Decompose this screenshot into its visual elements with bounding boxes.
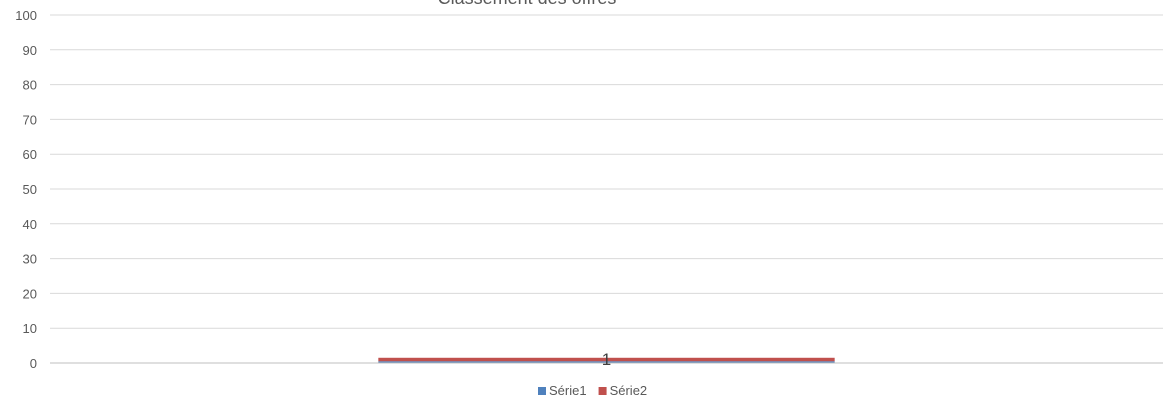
gridlines bbox=[50, 14, 1163, 329]
y-tick-label: 70 bbox=[23, 112, 37, 127]
x-axis: 1 bbox=[50, 350, 1163, 369]
y-tick-label: 20 bbox=[23, 286, 37, 301]
y-tick-label: 90 bbox=[23, 43, 37, 58]
bar-série2 bbox=[378, 357, 835, 362]
legend-swatch bbox=[598, 387, 607, 395]
y-tick-label: 50 bbox=[23, 182, 37, 197]
x-tick-label: 1 bbox=[602, 350, 611, 369]
bar-série1 bbox=[378, 361, 835, 363]
y-tick-label: 0 bbox=[30, 356, 37, 371]
legend-swatch bbox=[538, 387, 546, 395]
y-tick-label: 40 bbox=[23, 217, 37, 232]
legend: Série1 Série2 bbox=[538, 383, 647, 398]
y-tick-label: 10 bbox=[23, 321, 37, 336]
bars bbox=[378, 357, 835, 363]
y-tick-label: 100 bbox=[15, 8, 37, 23]
legend-label: Série1 bbox=[549, 383, 587, 398]
y-tick-label: 80 bbox=[23, 78, 37, 93]
legend-label: Série2 bbox=[610, 383, 648, 398]
y-tick-label: 30 bbox=[23, 252, 37, 267]
chart-title: Classement des offres bbox=[438, 0, 617, 8]
y-tick-label: 60 bbox=[23, 147, 37, 162]
y-axis: 0 10 20 30 40 50 60 70 80 90 100 bbox=[15, 8, 37, 371]
